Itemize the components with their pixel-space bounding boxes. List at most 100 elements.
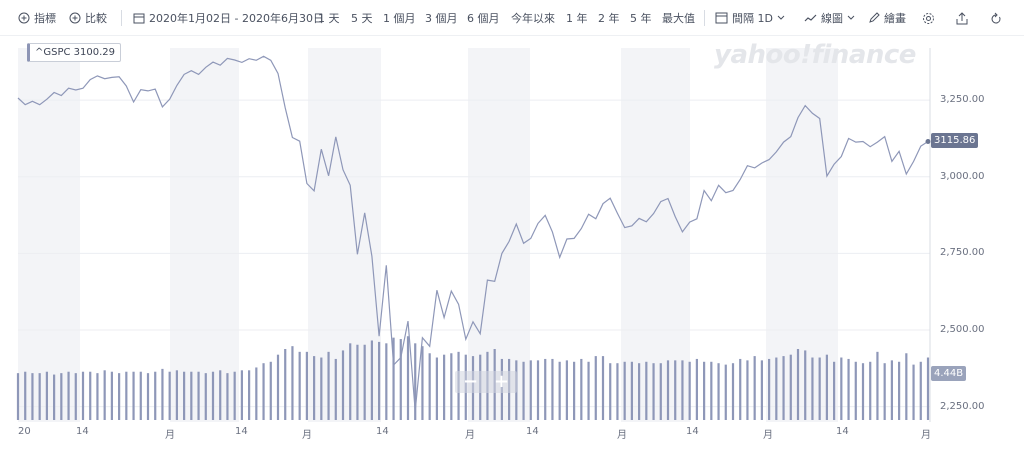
- volume-tag: 4.44B: [931, 366, 967, 381]
- volume-bar: [652, 363, 655, 420]
- draw-label: 繪畫: [884, 12, 906, 25]
- period-band: [18, 48, 80, 422]
- y-tick-label: 3,250.00: [940, 94, 985, 106]
- volume-bar: [609, 363, 612, 420]
- volume-bar: [341, 350, 345, 420]
- indicators-label: 指標: [34, 12, 56, 25]
- range-button-8[interactable]: 5 年: [630, 12, 652, 25]
- volume-bar: [580, 358, 583, 420]
- share-icon: [956, 11, 968, 25]
- volume-bar: [313, 356, 316, 420]
- x-tick-label: 月: [617, 430, 627, 441]
- draw-button[interactable]: 繪畫: [868, 10, 906, 26]
- volume-bar: [24, 371, 27, 420]
- interval-button[interactable]: 間隔 1D: [715, 10, 785, 26]
- volume-bar: [833, 361, 836, 420]
- volume-bar: [406, 336, 410, 420]
- volume-bar: [695, 358, 698, 420]
- volume-bar: [183, 371, 186, 420]
- volume-bar: [926, 357, 930, 420]
- volume-bar: [724, 364, 727, 420]
- period-bands: [18, 48, 838, 422]
- volume-bar: [811, 357, 814, 420]
- range-button-0[interactable]: 1 天: [318, 12, 340, 25]
- volume-bar: [414, 343, 417, 420]
- range-button-7[interactable]: 2 年: [598, 12, 620, 25]
- x-tick-label: 月: [465, 430, 475, 441]
- volume-bar: [89, 371, 92, 420]
- period-band: [621, 48, 690, 422]
- yahoo-finance-watermark: yahoo!finance: [714, 40, 916, 70]
- volume-bar: [233, 371, 236, 420]
- share-button[interactable]: [956, 10, 968, 26]
- compare-button[interactable]: 比較: [69, 10, 107, 26]
- gear-icon: [922, 12, 935, 25]
- volume-bar: [378, 341, 381, 420]
- volume-bar: [240, 370, 243, 420]
- volume-bar: [674, 360, 677, 420]
- volume-bar: [103, 370, 106, 420]
- range-button-4[interactable]: 6 個月: [467, 12, 500, 25]
- volume-bar: [31, 373, 34, 420]
- volume-bar: [219, 370, 222, 420]
- volume-bar: [753, 356, 756, 420]
- volume-bar: [587, 361, 590, 420]
- volume-bar: [840, 357, 843, 420]
- volume-bar: [861, 363, 865, 420]
- volume-bar: [363, 344, 366, 420]
- volume-bar: [825, 354, 828, 420]
- volume-bar: [898, 361, 901, 420]
- volume-bar: [645, 361, 648, 420]
- range-button-9[interactable]: 最大值: [662, 12, 695, 25]
- range-button-1[interactable]: 5 天: [351, 12, 373, 25]
- volume-bar: [789, 354, 792, 420]
- volume-bar: [905, 353, 908, 420]
- settings-button[interactable]: [922, 10, 935, 26]
- last-price-tag: 3115.86: [931, 133, 979, 148]
- price-chart[interactable]: [0, 36, 1024, 456]
- volume-bar: [638, 363, 641, 420]
- volume-bar: [847, 358, 850, 420]
- volume-bar: [60, 373, 63, 420]
- volume-bar: [688, 361, 691, 420]
- volume-bar: [334, 358, 337, 420]
- period-band: [468, 48, 530, 422]
- period-band: [170, 48, 239, 422]
- zoom-out-button[interactable]: −: [462, 371, 479, 392]
- plus-circle-icon: [18, 12, 30, 24]
- volume-bar: [919, 361, 922, 420]
- date-range-button[interactable]: 2020年1月02日 - 2020年6月30日: [133, 10, 324, 26]
- volume-bar: [262, 363, 265, 420]
- volume-bar: [616, 363, 619, 420]
- range-button-2[interactable]: 1 個月: [383, 12, 416, 25]
- series-legend[interactable]: ^GSPC 3100.29: [27, 43, 122, 62]
- volume-bar: [168, 371, 171, 420]
- indicators-button[interactable]: 指標: [18, 10, 56, 26]
- x-tick-label: 14: [376, 426, 389, 437]
- toolbar-divider: [121, 10, 122, 26]
- compare-label: 比較: [85, 12, 107, 25]
- volume-bar: [276, 354, 280, 420]
- zoom-in-button[interactable]: +: [493, 371, 510, 392]
- volume-bar: [146, 373, 150, 420]
- chart-type-button[interactable]: 線圖: [804, 10, 855, 26]
- chevron-down-icon: [847, 15, 855, 21]
- volume-bar: [876, 351, 879, 420]
- x-tick-label: 月: [763, 430, 773, 441]
- volume-bar: [536, 360, 540, 420]
- volume-bar: [190, 371, 193, 420]
- volume-bar: [45, 371, 48, 420]
- range-button-6[interactable]: 1 年: [566, 12, 588, 25]
- range-button-3[interactable]: 3 個月: [425, 12, 458, 25]
- volume-bar: [796, 349, 800, 420]
- volume-bar: [804, 350, 807, 420]
- volume-bar: [818, 357, 821, 420]
- x-tick-label: 月: [921, 430, 931, 441]
- range-button-5[interactable]: 今年以來: [511, 12, 555, 25]
- volume-bar: [529, 360, 532, 420]
- volume-bar: [38, 373, 41, 420]
- toolbar-divider: [704, 10, 705, 26]
- reset-button[interactable]: [990, 10, 1002, 26]
- volume-bar: [74, 373, 77, 420]
- volume-bar: [370, 340, 373, 420]
